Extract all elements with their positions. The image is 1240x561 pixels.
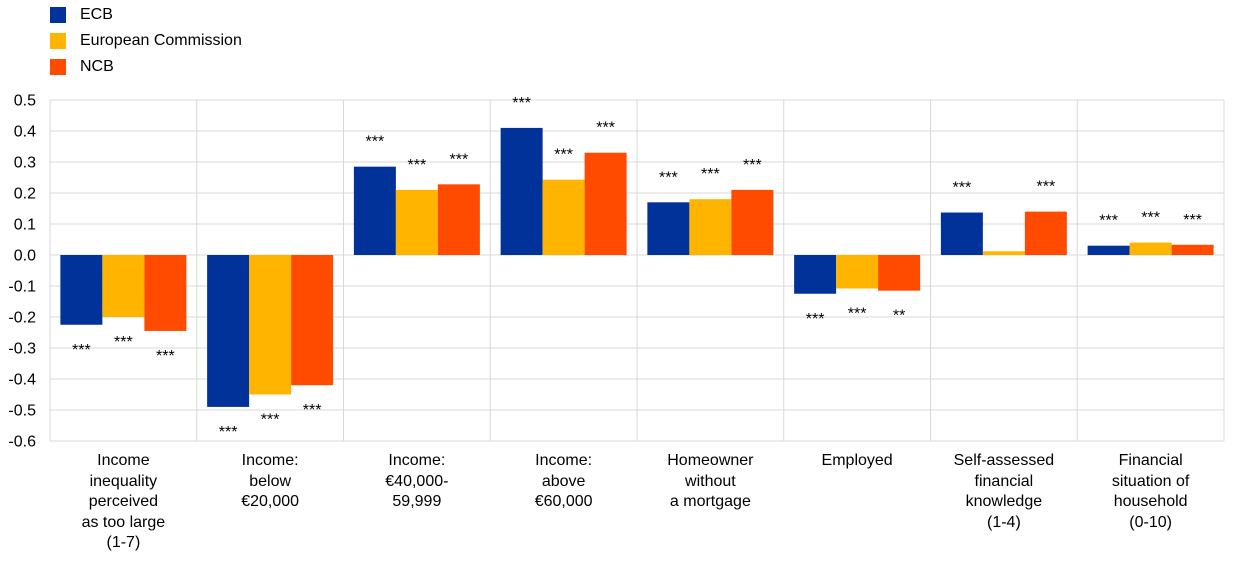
- significance-label: ***: [303, 402, 322, 419]
- x-category-label: Income inequality perceived as too large…: [81, 452, 166, 551]
- y-tick-label: -0.1: [8, 279, 36, 296]
- significance-label: ***: [156, 348, 175, 365]
- bar: [982, 251, 1025, 255]
- significance-label: ***: [806, 311, 825, 328]
- bar: [291, 255, 334, 386]
- bar: [1171, 244, 1214, 255]
- significance-label: ***: [408, 157, 427, 174]
- significance-label: ***: [114, 334, 133, 351]
- significance-label: ***: [1183, 212, 1202, 229]
- legend-label-european-commission: European Commission: [80, 32, 242, 49]
- legend-item-ecb: ECB: [50, 2, 242, 28]
- bar: [584, 152, 627, 255]
- significance-label: ***: [72, 342, 91, 359]
- legend-swatch-european-commission: [50, 33, 66, 49]
- legend-label-ncb: NCB: [80, 58, 114, 75]
- y-tick-label: -0.6: [8, 434, 36, 451]
- significance-label: ***: [1099, 213, 1118, 230]
- bar: [878, 255, 921, 291]
- y-tick-label: 0.4: [14, 124, 36, 141]
- bar: [102, 255, 145, 317]
- significance-label: ***: [1141, 210, 1160, 227]
- x-category-label: Self-assessed financial knowledge (1-4): [953, 452, 1055, 531]
- bar: [144, 255, 187, 331]
- bar: [207, 255, 250, 407]
- bar: [395, 189, 438, 255]
- y-tick-label: 0.2: [14, 186, 36, 203]
- bar: [500, 127, 543, 255]
- bar: [731, 189, 774, 255]
- bar: [60, 255, 103, 325]
- significance-label: ***: [596, 120, 615, 137]
- significance-label: ***: [659, 169, 678, 186]
- significance-label: **: [893, 308, 905, 325]
- bar: [647, 202, 690, 255]
- significance-label: ***: [219, 424, 238, 441]
- y-tick-label: -0.2: [8, 310, 36, 327]
- bar: [1024, 211, 1067, 255]
- significance-label: ***: [450, 151, 469, 168]
- legend-item-european-commission: European Commission: [50, 28, 242, 54]
- legend-swatch-ecb: [50, 7, 66, 23]
- x-category-label: Employed: [821, 452, 893, 469]
- significance-label: ***: [701, 166, 720, 183]
- x-category-label: Income: €40,000- 59,999: [385, 452, 449, 510]
- significance-label: ***: [953, 180, 972, 197]
- bar: [249, 255, 292, 395]
- significance-label: ***: [512, 95, 531, 112]
- bar: [689, 199, 732, 255]
- significance-label: ***: [366, 134, 385, 151]
- legend: ECB European Commission NCB: [50, 2, 242, 80]
- bar: [1129, 242, 1172, 255]
- y-tick-label: 0.3: [14, 155, 36, 172]
- y-tick-label: -0.4: [8, 372, 36, 389]
- significance-label: ***: [743, 157, 762, 174]
- significance-label: ***: [1037, 179, 1056, 196]
- legend-item-ncb: NCB: [50, 54, 242, 80]
- x-category-label: Financial situation of household (0-10): [1111, 452, 1190, 531]
- bar: [437, 184, 480, 255]
- bar: [794, 255, 837, 294]
- y-tick-label: 0.1: [14, 217, 36, 234]
- bar: [542, 179, 585, 255]
- legend-swatch-ncb: [50, 59, 66, 75]
- x-category-label: Income: above €60,000: [534, 452, 593, 510]
- y-tick-label: -0.5: [8, 403, 36, 420]
- y-tick-label: 0.0: [14, 248, 36, 265]
- bar: [1087, 245, 1130, 255]
- bar: [836, 255, 879, 289]
- significance-label: ***: [848, 305, 867, 322]
- legend-label-ecb: ECB: [80, 6, 113, 23]
- significance-label: ***: [554, 147, 573, 164]
- y-tick-label: -0.3: [8, 341, 36, 358]
- x-category-label: Income: below €20,000: [241, 452, 300, 510]
- significance-label: ***: [261, 412, 280, 429]
- bar: [940, 212, 983, 255]
- bar: [353, 166, 396, 255]
- x-category-label: Homeowner without a mortgage: [667, 452, 754, 510]
- y-tick-label: 0.5: [14, 93, 36, 110]
